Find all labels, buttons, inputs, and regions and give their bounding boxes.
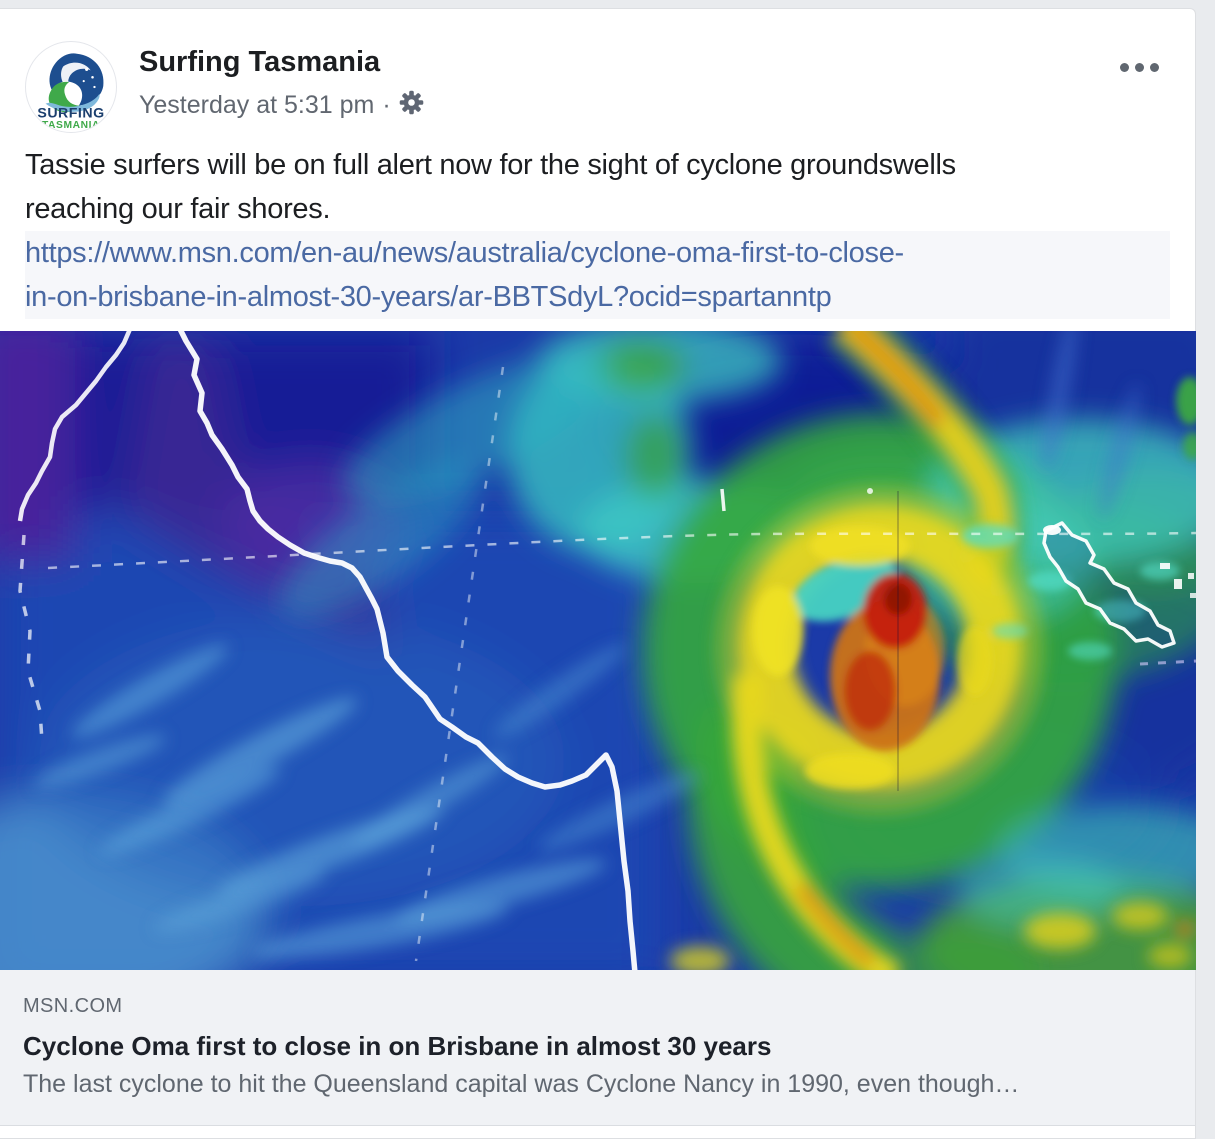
post-header: SURFING TASMANIA Surfing Tasmania Yester… xyxy=(0,9,1195,141)
link-preview-card[interactable]: MSN.COM Cyclone Oma first to close in on… xyxy=(0,970,1195,1125)
link-source: MSN.COM xyxy=(23,995,123,1017)
cyclone-oma-satellite-image xyxy=(0,331,1196,970)
post-meta: Yesterday at 5:31 pm · xyxy=(139,88,424,121)
timestamp[interactable]: Yesterday at 5:31 pm xyxy=(139,90,375,119)
svg-text:TASMANIA: TASMANIA xyxy=(42,120,100,131)
more-options-icon[interactable] xyxy=(1114,57,1165,78)
link-title[interactable]: Cyclone Oma first to close in on Brisban… xyxy=(23,1031,772,1061)
surfing-tasmania-logo-icon: SURFING TASMANIA xyxy=(26,42,116,131)
page-name-link[interactable]: Surfing Tasmania xyxy=(139,46,381,78)
post-attachment-image[interactable] xyxy=(0,331,1196,970)
privacy-gear-icon xyxy=(399,90,424,121)
facebook-post-card: SURFING TASMANIA Surfing Tasmania Yester… xyxy=(0,8,1196,1139)
post-message: Tassie surfers will be on full alert now… xyxy=(25,149,956,225)
link-description: The last cyclone to hit the Queensland c… xyxy=(23,1070,1020,1098)
card-footer-divider xyxy=(0,1125,1195,1138)
meta-separator: · xyxy=(382,90,391,119)
post-link-url[interactable]: https://www.msn.com/en-au/news/australia… xyxy=(25,231,1170,319)
coastlines-and-grid xyxy=(17,331,1196,970)
svg-text:SURFING: SURFING xyxy=(37,105,104,121)
avatar[interactable]: SURFING TASMANIA xyxy=(25,41,117,133)
header-text: Surfing Tasmania Yesterday at 5:31 pm · xyxy=(139,41,424,121)
